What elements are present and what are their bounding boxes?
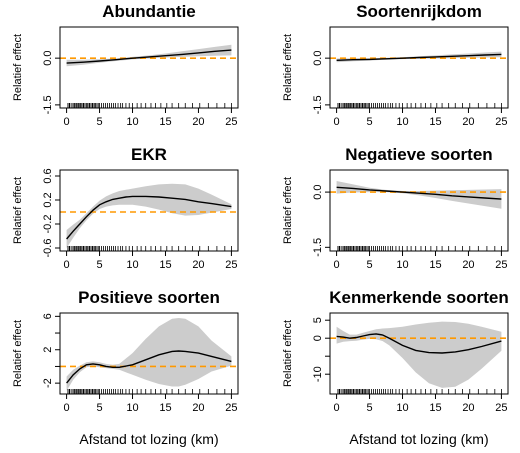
x-tick-label: 5 [366, 259, 372, 271]
y-tick-label: -10 [312, 366, 324, 382]
x-tick-label: 25 [495, 259, 507, 271]
y-tick-label: -1.5 [312, 238, 324, 257]
y-tick-label: 0.0 [312, 51, 324, 66]
x-tick-label: 0 [64, 116, 70, 128]
x-tick-label: 20 [462, 402, 474, 414]
x-tick-label: 25 [225, 259, 237, 271]
y-tick-label: -1.5 [42, 95, 54, 114]
confidence-band [66, 183, 232, 248]
x-tick-label: 5 [96, 116, 102, 128]
x-tick-label: 10 [396, 259, 408, 271]
panel-title: Abundantie [102, 2, 196, 21]
y-axis-label: Relatief effect [12, 320, 24, 387]
y-tick-label: 0 [312, 335, 324, 341]
x-tick-label: 20 [462, 259, 474, 271]
y-axis-label: Relatief effect [282, 177, 294, 244]
x-tick-label: 15 [429, 116, 441, 128]
effect-line [336, 186, 502, 200]
chart-panel-6: 0 5 10 15 20 25 -10 0 5 Kenmerkende soorten Relati… [282, 288, 509, 447]
chart-panel-2: 0 5 10 15 20 25 -1.5 0.0 Soortenrijkdom Relatief … [282, 2, 509, 128]
x-tick-label: 10 [126, 402, 138, 414]
x-tick-label: 5 [96, 402, 102, 414]
y-tick-label: -2 [42, 378, 54, 388]
y-axis-label: Relatief effect [282, 320, 294, 387]
y-tick-label: -0.2 [42, 215, 54, 234]
effect-line [336, 333, 502, 354]
panel-title: Soortenrijkdom [356, 2, 482, 21]
x-axis-label: Afstand tot lozing (km) [349, 431, 488, 447]
plot-frame [329, 312, 509, 395]
panel-title: EKR [131, 145, 167, 164]
effect-line [66, 49, 232, 64]
y-tick-label: 6 [42, 313, 54, 319]
x-tick-label: 15 [159, 259, 171, 271]
x-tick-label: 5 [96, 259, 102, 271]
y-axis-label: Relatief effect [12, 177, 24, 244]
y-axis-label: Relatief effect [282, 34, 294, 101]
chart-panel-3: 0 5 10 15 20 25 -0.6 -0.2 0.2 0.6 EKR Relatief effe… [12, 145, 239, 271]
x-tick-label: 10 [396, 116, 408, 128]
y-tick-label: 0.2 [42, 192, 54, 207]
y-tick-label: 0.0 [42, 51, 54, 66]
panel-title: Positieve soorten [78, 288, 220, 307]
x-tick-label: 0 [334, 259, 340, 271]
x-tick-label: 10 [396, 402, 408, 414]
y-tick-label: 0.0 [312, 184, 324, 199]
x-tick-label: 15 [429, 259, 441, 271]
effect-line [66, 350, 232, 384]
x-tick-label: 10 [126, 116, 138, 128]
panel-title: Negatieve soorten [345, 145, 492, 164]
x-tick-label: 15 [159, 116, 171, 128]
plot-frame [59, 26, 239, 109]
confidence-band [66, 318, 232, 391]
y-tick-label: 0.6 [42, 168, 54, 183]
x-tick-label: 25 [495, 116, 507, 128]
confidence-band [66, 44, 232, 67]
confidence-band [336, 321, 502, 388]
x-tick-label: 25 [225, 402, 237, 414]
x-tick-label: 20 [462, 116, 474, 128]
x-axis-label: Afstand tot lozing (km) [79, 431, 218, 447]
panel-title: Kenmerkende soorten [329, 288, 509, 307]
x-tick-label: 0 [334, 402, 340, 414]
x-tick-label: 20 [192, 116, 204, 128]
y-tick-label: 5 [312, 317, 324, 323]
y-axis-label: Relatief effect [12, 34, 24, 101]
plot-frame [329, 26, 509, 109]
effect-line [66, 195, 232, 240]
x-tick-label: 25 [495, 402, 507, 414]
y-tick-label: -1.5 [312, 95, 324, 114]
chart-panel-1: 0 5 10 15 20 25 -1.5 0.0 Abundantie Relatief effe… [12, 2, 239, 128]
y-tick-label: 2 [42, 347, 54, 353]
x-tick-label: 0 [64, 259, 70, 271]
x-tick-label: 0 [334, 116, 340, 128]
plot-frame [329, 169, 509, 252]
effect-line [336, 53, 502, 61]
chart-panel-5: 0 5 10 15 20 25 -2 2 6 Positieve soorten Relatief … [12, 288, 239, 447]
confidence-band [336, 181, 502, 209]
x-tick-label: 25 [225, 116, 237, 128]
x-tick-label: 10 [126, 259, 138, 271]
chart-panel-4: 0 5 10 15 20 25 -1.5 0.0 Negatieve soorten Relati… [282, 145, 509, 271]
y-tick-label: -0.6 [42, 239, 54, 258]
plot-frame [59, 169, 239, 252]
x-tick-label: 0 [64, 402, 70, 414]
x-tick-label: 20 [192, 259, 204, 271]
x-tick-label: 15 [429, 402, 441, 414]
x-tick-label: 20 [192, 402, 204, 414]
x-tick-label: 5 [366, 402, 372, 414]
x-tick-label: 15 [159, 402, 171, 414]
x-tick-label: 5 [366, 116, 372, 128]
plot-frame [59, 312, 239, 395]
